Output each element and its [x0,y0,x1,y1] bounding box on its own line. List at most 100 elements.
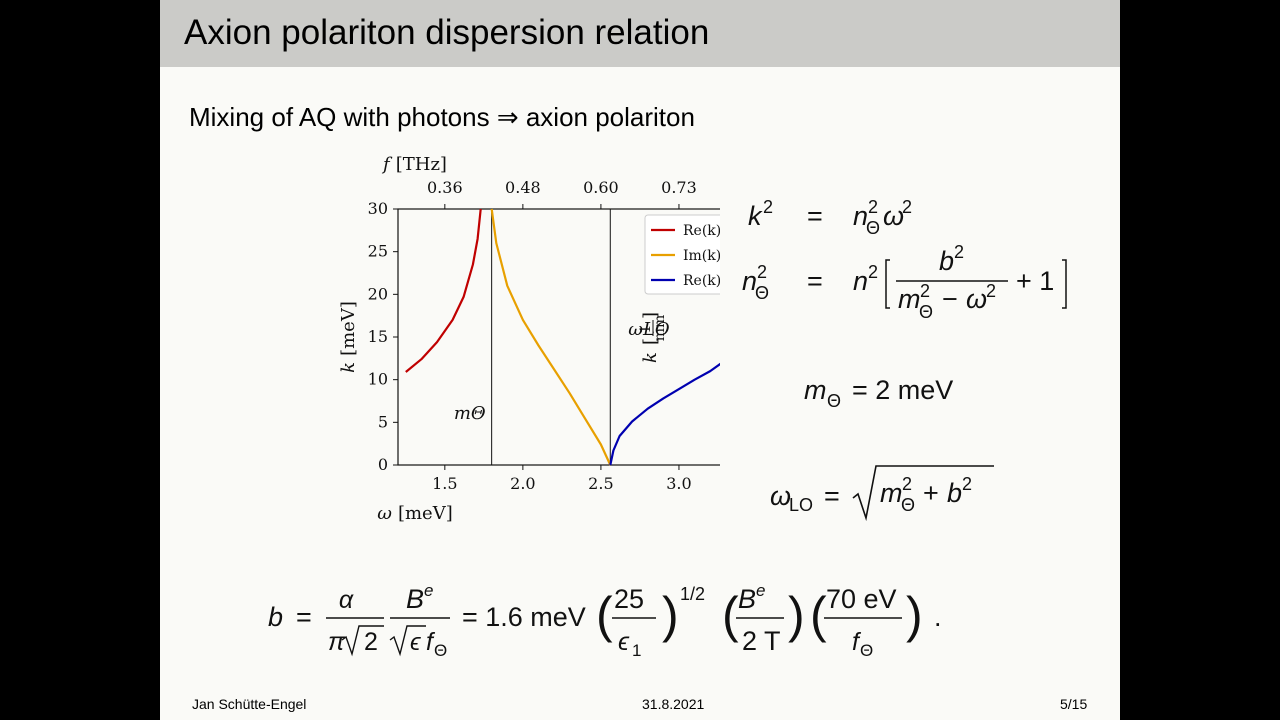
svg-text:Θ: Θ [755,283,769,303]
svg-text:= 2 meV: = 2 meV [852,375,953,405]
top-axis-label: f [THz] [381,154,447,175]
right-axis-bracket-left: [ [640,338,661,345]
svg-text:(: ( [810,587,827,643]
svg-text:B: B [406,584,424,614]
svg-text:f: f [426,628,436,656]
svg-text:=: = [296,602,312,632]
svg-text:2: 2 [868,197,878,217]
equation-n-theta: n 2 Θ = n 2 b 2 m 2 Θ − ω 2 + 1 [742,242,1067,322]
equations-block: k 2 = n 2 Θ ω 2 n 2 Θ = n 2 b 2 m 2 Θ − … [742,197,1067,522]
svg-text:n: n [853,201,868,231]
svg-text:2: 2 [920,281,930,301]
svg-text:): ) [662,587,679,643]
svg-text:b: b [947,478,962,508]
svg-text:2 T: 2 T [742,626,781,656]
slide-title: Axion polariton dispersion relation [184,13,710,52]
svg-text:70 eV: 70 eV [826,584,897,614]
svg-text:2: 2 [962,474,972,494]
legend-label-1: Im(k) [683,248,720,264]
bottom-axis-label: ω [meV] [377,503,452,524]
svg-text:+ 1: + 1 [1016,266,1054,296]
y-tick-label: 20 [368,284,388,303]
svg-text:Θ: Θ [827,391,841,411]
svg-text:m: m [880,478,903,508]
equation-k-squared: k 2 = n 2 Θ ω 2 [748,197,912,238]
svg-text:]: ] [640,312,661,319]
svg-text:2: 2 [868,262,878,282]
svg-text:π: π [328,628,346,656]
svg-text:mm: mm [652,315,668,342]
svg-text:): ) [906,587,923,643]
x-tick-label: 3.0 [666,474,691,493]
x2-tick-label: 0.48 [505,178,541,197]
svg-text:ϵ: ϵ [618,628,630,656]
svg-text:α: α [339,586,354,614]
x-tick-label: 2.5 [588,474,613,493]
svg-text:2: 2 [954,242,964,262]
svg-text:n: n [742,266,757,296]
svg-text:m: m [804,375,827,405]
slide-subtitle: Mixing of AQ with photons ⇒ axion polari… [189,102,695,132]
svg-text:b: b [939,246,954,276]
svg-text:2: 2 [986,281,996,301]
svg-text:.: . [934,602,942,632]
svg-text:B: B [738,584,756,614]
svg-text:e: e [756,581,765,600]
y-tick-label: 10 [368,370,388,389]
left-axis-label: k[meV] [338,301,359,373]
x2-tick-label: 0.60 [583,178,619,197]
svg-text:ω: ω [883,201,904,231]
y-tick-label: 5 [378,412,388,431]
svg-text:2: 2 [902,197,912,217]
x-tick-label: 2.0 [510,474,535,493]
svg-text:ω: ω [966,284,987,314]
footer-page-number: 5/15 [1060,696,1088,712]
equation-m-theta: m Θ = 2 meV [804,375,953,411]
x2-tick-label: 0.36 [427,178,463,197]
svg-text:−: − [942,284,958,314]
svg-text:Θ: Θ [434,641,447,660]
legend-label-0: Re(k) [683,223,720,239]
series-line-1 [490,208,612,466]
svg-text:1/2: 1/2 [680,584,705,604]
svg-text:k: k [640,352,661,363]
plot-area: 1.5 2.0 2.5 3.0 0.36 0.48 0.60 0.73 0 5 10 15 20 25 30… [368,178,720,493]
svg-text:2: 2 [757,262,767,282]
svg-text:f: f [852,628,862,656]
svg-text:e: e [424,581,433,600]
svg-text:(: ( [722,587,739,643]
svg-text:= 1.6 meV: = 1.6 meV [462,602,586,632]
y-tick-label: 25 [368,242,388,261]
slide: Axion polariton dispersion relation Mixi… [160,0,1120,720]
svg-text:b: b [268,602,283,632]
svg-text:Θ: Θ [860,641,873,660]
svg-text:Θ: Θ [919,302,933,322]
svg-text:+: + [923,478,939,508]
svg-text:25: 25 [614,584,644,614]
svg-text:2: 2 [902,474,912,494]
right-axis-label: k [ 1 mm ] [638,312,668,363]
svg-text:ω: ω [770,481,791,511]
equation-omega-lo: ω LO = m 2 Θ + b 2 [770,465,994,522]
series-line-0 [405,208,482,373]
svg-text:n: n [853,266,868,296]
svg-text:1: 1 [638,325,654,334]
svg-text:k: k [748,201,763,231]
svg-text:ϵ: ϵ [410,629,421,656]
footer-date: 31.8.2021 [642,696,705,712]
svg-text:2: 2 [763,197,773,217]
svg-text:Θ: Θ [866,218,880,238]
vline-label-m-theta: mΘ [454,403,486,424]
legend-box [644,214,720,295]
svg-text:Θ: Θ [901,495,915,515]
svg-text:LO: LO [789,495,813,515]
x2-tick-label: 0.73 [661,178,697,197]
svg-text:): ) [788,587,805,643]
y-tick-label: 30 [368,199,388,218]
svg-text:(: ( [596,587,613,643]
dispersion-chart: f [THz] ω [meV] k[meV] k [ 1 mm ] 1.5 2.0 2.… [338,154,720,524]
series-line-2 [609,362,720,466]
footer-author: Jan Schütte-Engel [192,696,307,712]
svg-text:m: m [898,284,921,314]
legend-label-2: Re(k) [683,273,720,289]
